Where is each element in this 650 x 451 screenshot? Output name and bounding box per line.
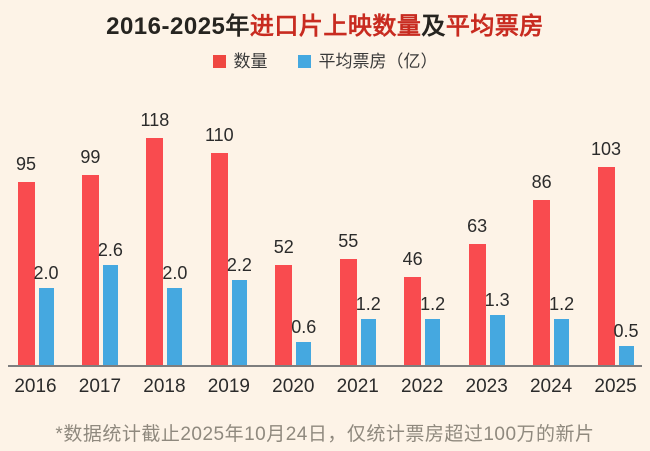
- value-boxoffice-2016: 2.0: [33, 263, 59, 283]
- value-boxoffice-2019: 2.2: [226, 255, 252, 276]
- bar-boxoffice-2023: [489, 314, 505, 365]
- value-quantity-2025: 103: [591, 138, 622, 159]
- value-boxoffice-2022: 1.2: [420, 293, 446, 314]
- legend-label-boxoffice: 平均票房（亿）: [318, 52, 438, 71]
- value-quantity-2019: 110: [204, 125, 234, 146]
- bar-quantity-2021: [339, 259, 357, 365]
- value-boxoffice-2017: 2.6: [97, 239, 123, 260]
- legend-swatch-quantity-icon: [212, 55, 226, 68]
- bar-boxoffice-2016: [38, 288, 54, 365]
- value-quantity-2020: 52: [273, 236, 294, 257]
- x-tick-2023: 2023: [465, 376, 508, 397]
- bar-boxoffice-2020: [296, 341, 312, 365]
- bar-boxoffice-2018: [167, 288, 183, 365]
- bar-quantity-2019: [210, 153, 228, 365]
- legend-item-boxoffice: 平均票房（亿）: [297, 52, 438, 71]
- bar-quantity-2023: [468, 243, 486, 365]
- chart-title: 2016-2025年进口片上映数量及平均票房: [0, 6, 650, 41]
- x-tick-2025: 2025: [594, 376, 637, 397]
- plot-area: 95 2.0 2016 99 2.6 2017 118 2.0 2018 110 2.2 2019 52…: [0, 100, 650, 396]
- value-quantity-2022: 46: [402, 248, 423, 269]
- bar-boxoffice-2024: [554, 318, 570, 365]
- bar-boxoffice-2025: [618, 345, 634, 365]
- x-tick-2018: 2018: [143, 376, 186, 397]
- bar-quantity-2024: [533, 199, 551, 365]
- bar-quantity-2025: [597, 166, 615, 365]
- x-axis-line: [8, 365, 642, 367]
- value-boxoffice-2018: 2.0: [162, 263, 188, 283]
- bar-quantity-2016: [17, 182, 35, 365]
- title-segment-years: 2016-2025年: [106, 13, 250, 40]
- value-quantity-2016: 95: [15, 154, 37, 175]
- bar-quantity-2020: [275, 264, 293, 365]
- bar-quantity-2017: [81, 174, 99, 365]
- value-boxoffice-2025: 0.5: [613, 320, 639, 341]
- value-quantity-2018: 118: [140, 109, 170, 130]
- bar-quantity-2022: [404, 276, 422, 365]
- bar-quantity-2018: [146, 137, 164, 365]
- value-boxoffice-2020: 0.6: [291, 316, 317, 337]
- x-tick-2024: 2024: [529, 376, 573, 397]
- legend-item-quantity: 数量: [212, 52, 268, 71]
- title-segment-and: 及: [421, 13, 446, 40]
- x-tick-2021: 2021: [336, 376, 379, 397]
- bar-boxoffice-2021: [360, 318, 376, 365]
- title-segment-quantity: 进口片上映数量: [249, 13, 422, 40]
- x-tick-2017: 2017: [78, 376, 122, 397]
- legend-label-quantity: 数量: [233, 52, 268, 71]
- x-tick-2020: 2020: [272, 376, 315, 397]
- value-boxoffice-2023: 1.3: [484, 289, 510, 310]
- title-segment-boxoffice: 平均票房: [445, 13, 544, 40]
- value-quantity-2017: 99: [80, 146, 101, 167]
- chart-legend: 数量 平均票房（亿）: [0, 53, 650, 70]
- value-quantity-2021: 55: [338, 231, 359, 252]
- bar-boxoffice-2022: [425, 318, 441, 365]
- value-boxoffice-2021: 1.2: [355, 293, 381, 314]
- x-tick-2016: 2016: [14, 376, 57, 397]
- x-tick-2022: 2022: [401, 376, 444, 397]
- footnote: *数据统计截止2025年10月24日，仅统计票房超过100万的新片: [55, 424, 595, 445]
- x-tick-2019: 2019: [207, 376, 250, 397]
- value-quantity-2023: 63: [467, 215, 488, 236]
- bar-boxoffice-2017: [102, 264, 118, 365]
- value-quantity-2024: 86: [531, 171, 552, 192]
- legend-swatch-boxoffice-icon: [297, 55, 311, 68]
- bar-boxoffice-2019: [231, 280, 247, 365]
- value-boxoffice-2024: 1.2: [549, 293, 575, 314]
